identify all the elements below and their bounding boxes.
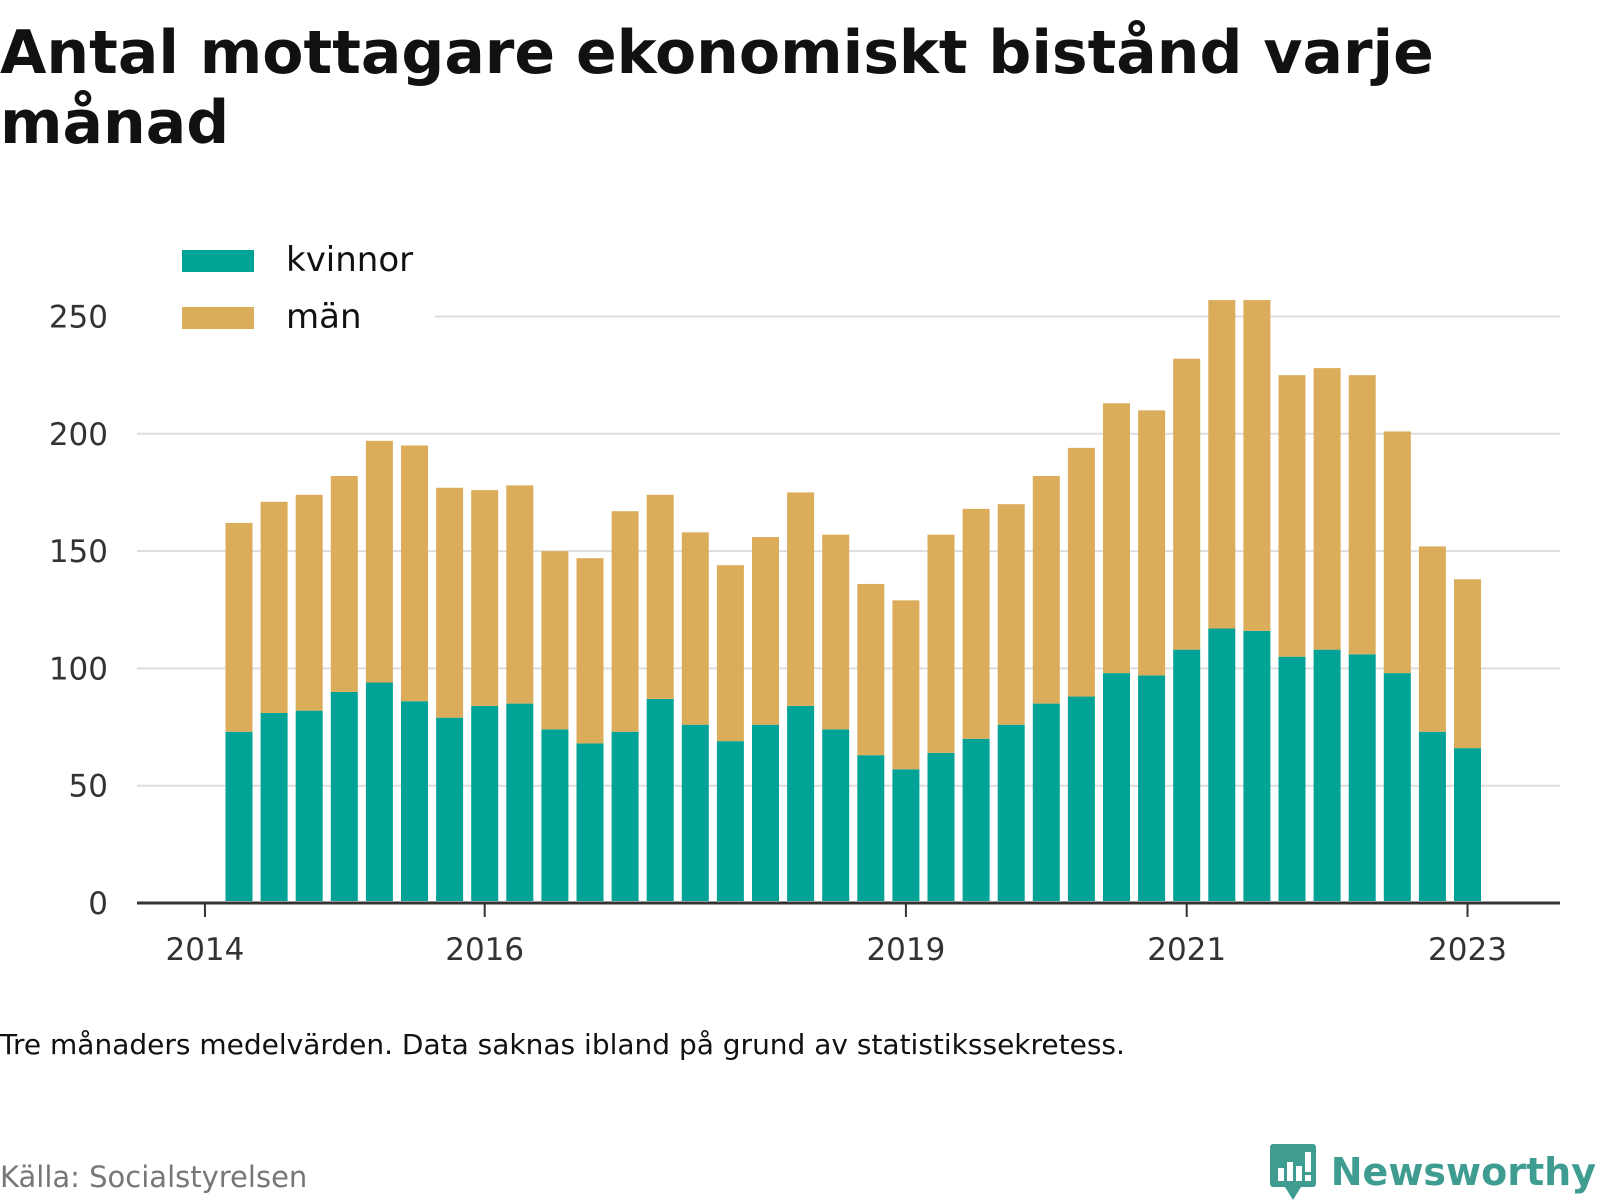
bar-man: [646, 494, 674, 699]
bar-kvinnor: [365, 682, 393, 901]
bar-kvinnor: [962, 738, 990, 901]
brand-logo: Newsworthy: [1269, 1142, 1596, 1202]
bar-man: [330, 476, 358, 692]
y-tick-label: 250: [49, 300, 108, 336]
legend-swatch: [182, 250, 254, 272]
y-tick-label: 150: [49, 534, 108, 570]
bar-kvinnor: [1383, 673, 1411, 901]
bar-man: [1103, 403, 1130, 674]
bar-kvinnor: [997, 724, 1025, 901]
bar-kvinnor: [1313, 649, 1341, 901]
bar-man: [1383, 431, 1411, 674]
bar-kvinnor: [260, 712, 288, 901]
bar-man: [1067, 447, 1095, 697]
bar-man: [506, 485, 534, 704]
bar-man: [611, 511, 639, 732]
bar-kvinnor: [892, 769, 920, 901]
bar-kvinnor: [225, 731, 253, 901]
bar-kvinnor: [1208, 628, 1236, 901]
y-axis-ticks: 0 50 100 150 200 250: [49, 300, 108, 923]
bar-kvinnor: [436, 717, 464, 901]
bar-man: [295, 494, 323, 711]
bar-kvinnor: [716, 741, 744, 901]
bar-kvinnor: [1032, 703, 1060, 901]
y-tick-label: 200: [49, 417, 108, 453]
bar-man: [471, 490, 499, 706]
y-tick-label: 100: [49, 651, 108, 687]
chart-title: Antal mottagare ekonomiskt bistånd varje…: [0, 18, 1434, 158]
bar-kvinnor: [295, 710, 323, 901]
bar-man: [1418, 546, 1446, 732]
bar-kvinnor: [401, 701, 428, 901]
bar-kvinnor: [1278, 656, 1306, 901]
source-label: Källa: Socialstyrelsen: [0, 1160, 308, 1194]
bar-man: [365, 440, 393, 683]
bar-man: [1278, 375, 1306, 657]
bar-man: [822, 534, 850, 730]
brand-name: Newsworthy: [1330, 1150, 1596, 1194]
bar-kvinnor: [787, 705, 815, 901]
bar-kvinnor: [1067, 696, 1095, 901]
bar-man: [681, 532, 709, 725]
bar-man: [716, 565, 744, 742]
bar-man: [1032, 476, 1060, 704]
bar-kvinnor: [330, 691, 358, 901]
x-tick-label: 2016: [445, 932, 524, 968]
x-tick-label: 2019: [866, 932, 945, 968]
bar-man: [892, 600, 920, 770]
bar-man: [962, 508, 990, 739]
bar-kvinnor: [1173, 649, 1201, 901]
bar-man: [260, 501, 288, 713]
y-tick-label: 50: [69, 769, 108, 805]
bar-man: [1454, 579, 1481, 749]
bar-kvinnor: [646, 698, 674, 901]
chart-note: Tre månaders medelvärden. Data saknas ib…: [0, 1028, 1125, 1061]
bar-man: [787, 492, 815, 706]
x-tick-label: 2023: [1428, 932, 1507, 968]
bar-kvinnor: [857, 755, 885, 901]
bar-man: [576, 558, 604, 744]
bar-chart-bubble-icon: [1269, 1144, 1316, 1200]
x-tick-label: 2021: [1147, 932, 1226, 968]
bars: [225, 300, 1481, 901]
y-tick-label: 0: [88, 886, 108, 922]
bar-man: [997, 504, 1025, 725]
bar-kvinnor: [1103, 673, 1130, 901]
bar-kvinnor: [927, 752, 955, 901]
bar-man: [436, 487, 464, 718]
bar-kvinnor: [1138, 675, 1166, 901]
legend-swatch: [182, 307, 254, 329]
bar-man: [1243, 300, 1271, 631]
legend-label: män: [286, 297, 362, 337]
bar-man: [1138, 410, 1166, 676]
bar-kvinnor: [752, 724, 779, 901]
bar-man: [225, 522, 253, 732]
bar-man: [401, 445, 428, 702]
bar-kvinnor: [1454, 748, 1481, 901]
bar-man: [541, 551, 569, 730]
bar-kvinnor: [506, 703, 534, 901]
x-axis-ticks: 2014 2016 2019 2021 2023: [165, 903, 1507, 968]
bar-kvinnor: [1348, 654, 1376, 901]
bar-man: [857, 583, 885, 756]
bar-kvinnor: [681, 724, 709, 901]
bar-kvinnor: [822, 729, 850, 901]
bar-man: [1208, 300, 1236, 629]
x-tick-label: 2014: [165, 932, 244, 968]
bar-man: [1173, 358, 1201, 650]
stacked-bar-chart: 0 50 100 150 200 250 2014 2016 2019 2021 2023 kvi…: [48, 232, 1560, 968]
bar-kvinnor: [541, 729, 569, 901]
bar-man: [752, 537, 779, 725]
bar-kvinnor: [471, 705, 499, 901]
bar-kvinnor: [611, 731, 639, 901]
bar-man: [1348, 375, 1376, 655]
bar-man: [1313, 368, 1341, 650]
bar-kvinnor: [1418, 731, 1446, 901]
bar-man: [927, 534, 955, 753]
legend: kvinnor män: [135, 232, 435, 350]
bar-kvinnor: [1243, 630, 1271, 901]
bar-kvinnor: [576, 743, 604, 901]
legend-label: kvinnor: [286, 240, 413, 280]
